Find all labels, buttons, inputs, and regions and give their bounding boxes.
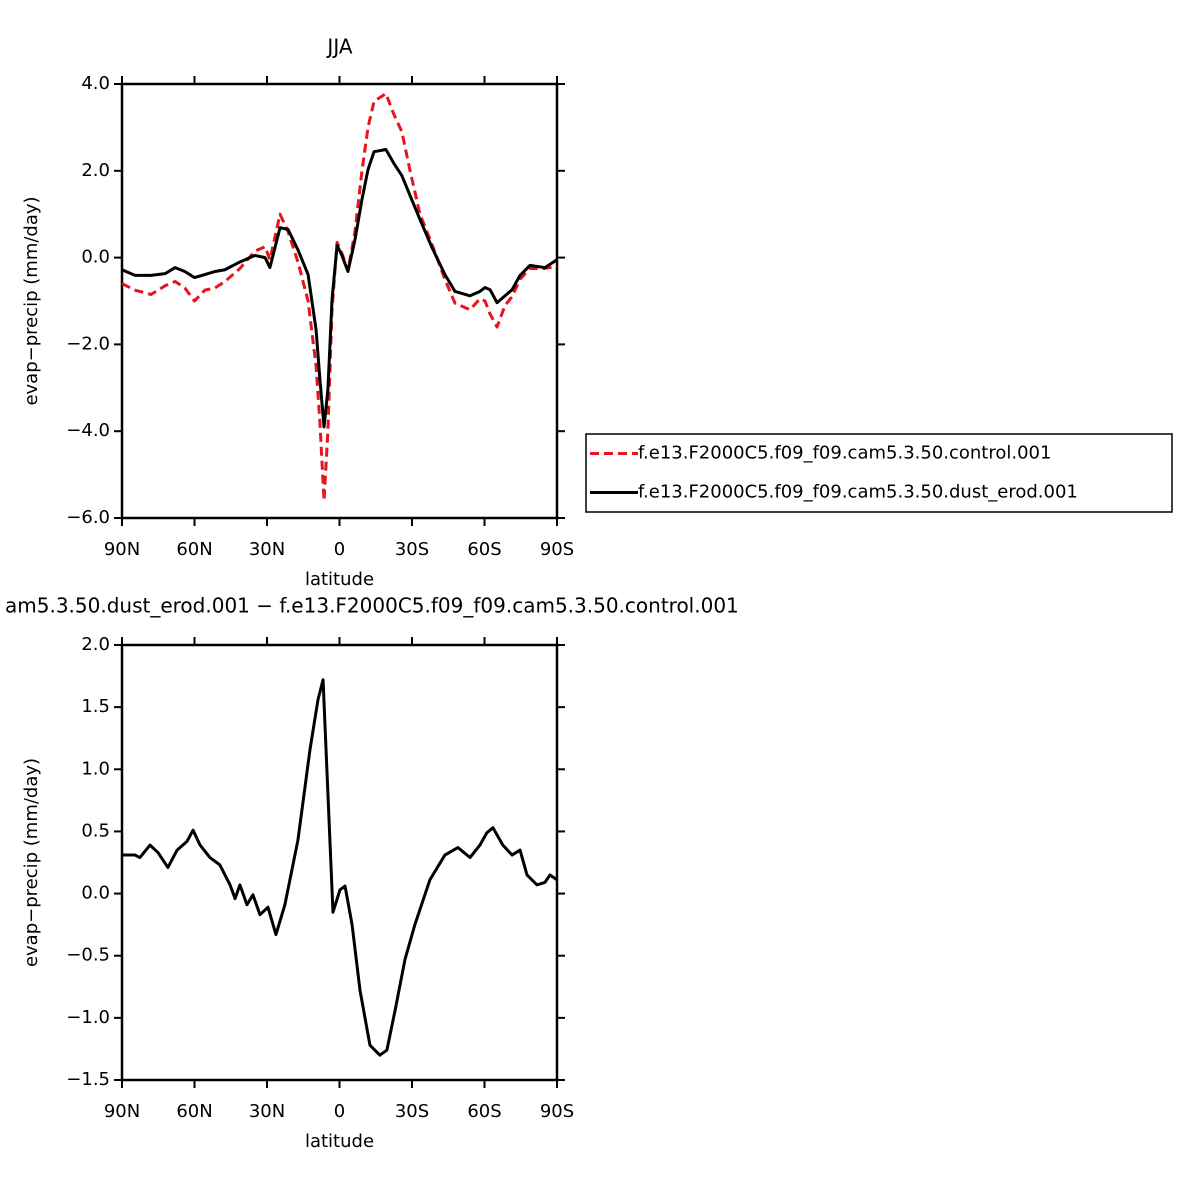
plot-frame: [120, 82, 559, 520]
x-tick-label: 90S: [540, 1101, 574, 1122]
y-tick-label: 0.0: [81, 247, 110, 268]
y-tick-label: 4.0: [81, 73, 110, 94]
plot-frame: [120, 643, 559, 1082]
y-tick-label: 0.0: [81, 883, 110, 904]
y-tick-label: −1.5: [66, 1069, 110, 1090]
chart-title: JJA: [325, 35, 352, 59]
x-tick-label: 90N: [104, 1101, 140, 1122]
y-tick-label: 0.5: [81, 820, 110, 841]
y-tick-label: −1.0: [66, 1007, 110, 1028]
y-axis-label: evap−precip (mm/day): [21, 196, 42, 405]
y-tick-label: −0.5: [66, 945, 110, 966]
x-tick-label: 30S: [395, 1101, 429, 1122]
x-axis-label: latitude: [305, 569, 374, 590]
y-axis-label: evap−precip (mm/day): [21, 758, 42, 967]
x-tick-label: 30N: [249, 539, 285, 560]
legend-label: f.e13.F2000C5.f09_f09.cam5.3.50.dust_ero…: [638, 482, 1078, 503]
y-tick-label: −2.0: [66, 333, 110, 354]
y-tick-label: 2.0: [81, 634, 110, 655]
y-tick-label: 1.5: [81, 696, 110, 717]
x-tick-label: 60S: [467, 1101, 501, 1122]
x-tick-label: 60N: [176, 1101, 212, 1122]
y-tick-label: −6.0: [66, 507, 110, 528]
legend-label: f.e13.F2000C5.f09_f09.cam5.3.50.control.…: [638, 443, 1051, 464]
x-axis-label: latitude: [305, 1131, 374, 1152]
chart-title: am5.3.50.dust_erod.001 − f.e13.F2000C5.f…: [5, 594, 739, 618]
x-tick-label: 30S: [395, 539, 429, 560]
x-tick-label: 0: [334, 1101, 345, 1122]
data-line: [121, 148, 558, 429]
x-tick-label: 30N: [249, 1101, 285, 1122]
x-tick-label: 60S: [467, 539, 501, 560]
data-line: [121, 92, 558, 503]
x-tick-label: 60N: [176, 539, 212, 560]
x-tick-label: 0: [334, 539, 345, 560]
data-line: [122, 678, 558, 1057]
legend-box: [585, 433, 1173, 513]
y-tick-label: 1.0: [81, 758, 110, 779]
x-tick-label: 90S: [540, 539, 574, 560]
y-tick-label: 2.0: [81, 160, 110, 181]
x-tick-label: 90N: [104, 539, 140, 560]
y-tick-label: −4.0: [66, 420, 110, 441]
